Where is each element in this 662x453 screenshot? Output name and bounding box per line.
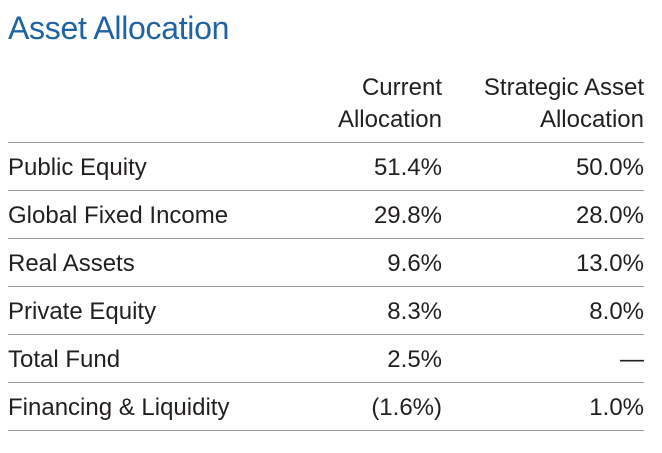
current-allocation-value: 29.8% [373, 202, 442, 229]
column-header-line: Current [361, 74, 442, 101]
strategic-allocation-value: 8.0% [589, 298, 644, 325]
current-allocation-value: 51.4% [373, 154, 442, 181]
table-row: Private Equity 8.3% 8.0% [8, 287, 644, 335]
current-allocation-value: 9.6% [387, 250, 442, 277]
row-label: Total Fund [8, 346, 121, 373]
table-row: Real Assets 9.6% 13.0% [8, 239, 644, 287]
current-allocation-value: 2.5% [387, 346, 442, 373]
table-row: Financing & Liquidity (1.6%) 1.0% [8, 383, 644, 431]
strategic-allocation-value: 50.0% [575, 154, 644, 181]
column-header-line: Allocation [539, 106, 644, 133]
table-row: Total Fund 2.5% — [8, 335, 644, 383]
column-header-line: Allocation [337, 106, 442, 133]
row-label: Public Equity [8, 154, 147, 181]
asset-allocation-table: Current Allocation Strategic Asset Alloc… [8, 72, 644, 431]
strategic-allocation-value: 1.0% [589, 394, 644, 421]
row-label: Real Assets [8, 250, 135, 277]
row-label: Global Fixed Income [8, 202, 229, 229]
column-header-current-allocation: Current Allocation [338, 72, 442, 136]
strategic-allocation-value: 28.0% [575, 202, 644, 229]
row-label: Financing & Liquidity [8, 394, 230, 421]
strategic-allocation-value: 13.0% [575, 250, 644, 277]
table-header: Current Allocation Strategic Asset Alloc… [8, 72, 644, 143]
table-row: Public Equity 51.4% 50.0% [8, 143, 644, 191]
current-allocation-value: (1.6%) [371, 394, 442, 421]
column-header-strategic-allocation: Strategic Asset Allocation [484, 72, 644, 136]
table-row: Global Fixed Income 29.8% 28.0% [8, 191, 644, 239]
page-title: Asset Allocation [8, 10, 230, 46]
strategic-allocation-value: — [620, 346, 644, 373]
current-allocation-value: 8.3% [387, 298, 442, 325]
row-label: Private Equity [8, 298, 157, 325]
column-header-line: Strategic Asset [483, 74, 644, 101]
